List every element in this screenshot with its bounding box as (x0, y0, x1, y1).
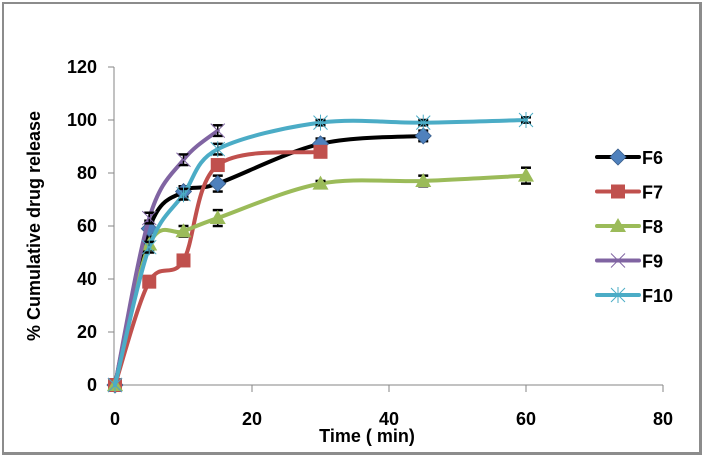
series-line-f6 (113, 133, 426, 387)
y-tick-label: 40 (77, 269, 97, 289)
marker-f9-stroke (176, 152, 191, 168)
marker-f7 (210, 158, 225, 173)
legend-item-f7: F7 (595, 183, 663, 203)
marker-f7 (313, 144, 328, 159)
x-tick-label: 40 (379, 409, 399, 429)
marker-f8 (312, 175, 329, 190)
series-f6 (106, 127, 432, 394)
legend-marker-f10 (610, 287, 626, 303)
series-f10 (107, 112, 534, 393)
legend-item-f10: F10 (595, 286, 673, 306)
legend-label-f7: F7 (642, 183, 663, 203)
y-tick-label: 0 (87, 375, 97, 395)
marker-f10 (415, 114, 431, 131)
marker-f9-stroke (210, 123, 226, 138)
legend-label-f9: F9 (642, 252, 663, 272)
legend: F6 F7 F8 F9 F10 (595, 148, 673, 306)
legend-label-f10: F10 (642, 286, 673, 306)
x-axis-title: Time ( min) (319, 426, 415, 446)
y-tick-label: 120 (67, 57, 97, 77)
marker-f10 (210, 141, 226, 158)
series-line-f8 (113, 173, 528, 387)
marker-f8 (209, 210, 226, 225)
legend-item-f6: F6 (595, 148, 663, 168)
legend-item-f9: F9 (595, 252, 663, 272)
marker-f10 (107, 377, 123, 393)
y-tick-label: 80 (77, 163, 97, 183)
legend-marker-f7 (611, 184, 625, 199)
legend-marker-f8 (610, 218, 626, 232)
y-tick-label: 100 (67, 110, 97, 130)
legend-label-f8: F8 (642, 217, 663, 237)
marker-f9 (210, 123, 226, 138)
marker-f9 (176, 152, 191, 168)
y-axis-title: % Cumulative drug release (24, 111, 44, 341)
marker-f10 (141, 239, 157, 256)
marker-f10 (313, 114, 328, 131)
x-tick-label: 20 (242, 409, 262, 429)
series-f8 (107, 166, 534, 391)
series-line-f9 (113, 128, 220, 387)
marker-f8 (415, 172, 432, 187)
x-tick-label: 60 (516, 409, 536, 429)
axes: 0 20 40 60 80 100 120 0 20 40 60 80 (67, 57, 673, 429)
legend-label-f6: F6 (642, 148, 663, 168)
marker-f8 (175, 223, 192, 238)
marker-f9 (141, 210, 157, 226)
x-tick-label: 80 (653, 409, 673, 429)
y-tick-label: 60 (77, 216, 97, 236)
series-layer (106, 112, 534, 394)
marker-f10 (518, 112, 534, 128)
marker-f7 (176, 253, 191, 268)
series-line-f10 (113, 118, 528, 387)
marker-f10 (176, 186, 191, 203)
legend-marker-f9-stroke (610, 253, 626, 268)
y-tick-label: 20 (77, 322, 97, 342)
marker-f7 (142, 274, 157, 289)
legend-marker-f6 (609, 148, 627, 166)
x-tick-label: 0 (110, 409, 120, 429)
marker-f6 (209, 175, 227, 193)
legend-marker-f9 (610, 253, 626, 268)
marker-f8 (518, 167, 534, 182)
marker-f6 (414, 127, 432, 145)
legend-item-f8: F8 (595, 217, 663, 237)
marker-f9-stroke (141, 210, 157, 226)
